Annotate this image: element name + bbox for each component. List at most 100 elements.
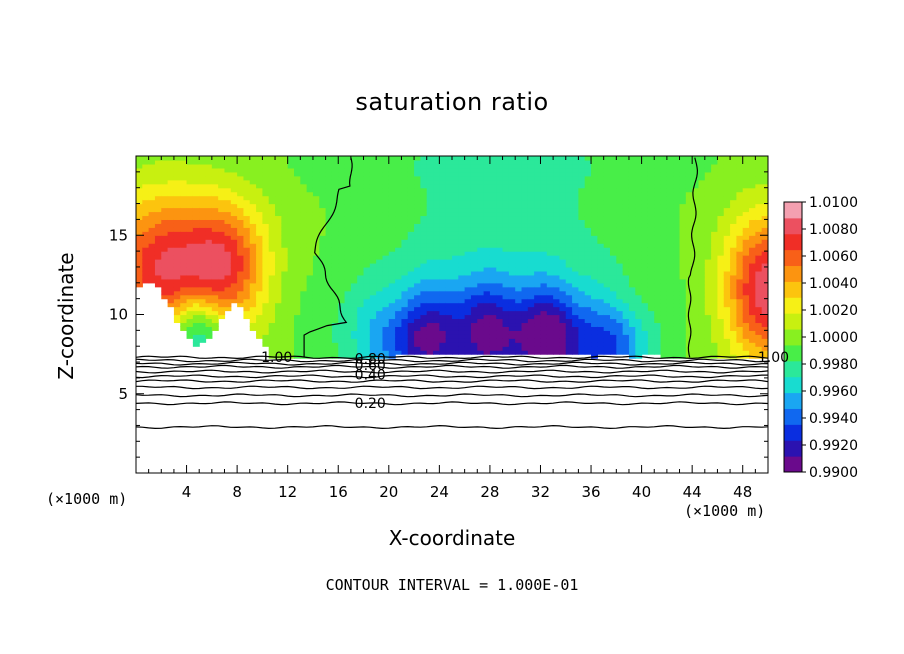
field-cell [622,350,630,355]
field-cell [192,159,200,165]
contour-line [136,385,768,390]
field-cell [136,282,143,288]
field-cell [275,334,282,339]
field-cell [287,346,295,351]
field-cell [275,207,282,213]
field-cell [211,175,219,181]
field-cell [742,274,750,280]
field-cell [540,318,548,324]
field-cell [654,326,662,331]
field-cell [376,346,384,351]
field-cell [477,231,485,236]
field-cell [711,175,719,181]
field-cell [243,282,251,288]
field-cell [331,306,339,312]
field-cell [445,175,453,181]
field-cell [338,219,346,224]
field-cell [180,302,188,308]
field-cell [496,156,504,161]
field-cell [401,243,409,248]
field-cell [527,298,535,304]
field-cell [711,342,719,347]
field-cell [470,187,478,193]
field-cell [281,223,289,228]
field-cell [730,207,737,213]
field-cell [173,223,181,228]
field-cell [496,191,504,197]
field-cell [616,179,624,185]
field-cell [458,167,466,173]
field-cell [730,330,737,335]
field-cell [218,171,226,177]
field-cell [382,294,390,300]
field-cell [350,171,358,177]
field-cell [382,314,390,320]
field-cell [717,322,725,327]
field-cell [433,274,440,280]
field-cell [218,314,226,320]
field-cell [230,187,238,193]
field-cell [527,302,535,308]
field-cell [717,179,725,185]
field-cell [565,156,573,161]
field-cell [584,191,592,197]
field-cell [458,290,466,296]
field-cell [180,227,188,232]
field-cell [521,159,529,165]
field-cell [350,211,358,217]
field-cell [369,156,377,161]
field-cell [363,203,371,209]
field-cell [534,326,542,331]
field-cell [401,195,409,201]
field-cell [641,350,649,355]
field-cell [376,219,384,224]
field-cell [508,199,516,205]
field-cell [761,274,768,280]
field-cell [534,191,542,197]
field-cell [350,251,358,256]
field-cell [692,183,700,189]
field-cell [243,211,251,217]
field-cell [742,350,750,355]
field-cell [439,223,447,228]
field-cell [148,203,156,209]
field-cell [622,227,630,232]
field-cell [287,286,295,292]
field-cell [186,175,194,181]
field-cell [344,310,352,316]
field-cell [319,167,327,173]
field-cell [698,251,706,256]
field-cell [591,294,598,300]
field-cell [452,350,459,355]
field-cell [673,243,681,248]
field-cell [534,278,542,284]
field-cell [534,302,542,308]
field-cell [192,247,200,252]
field-cell [660,167,668,173]
field-cell [338,262,346,268]
field-cell [376,183,384,189]
field-cell [616,266,624,272]
field-cell [673,235,681,240]
field-cell [685,239,693,244]
field-cell [628,167,636,173]
field-cell [736,346,744,351]
field-cell [249,294,257,300]
field-cell [281,286,289,292]
field-cell [559,326,567,331]
field-cell [755,294,763,300]
field-cell [496,247,504,252]
field-cell [711,187,719,193]
field-cell [647,338,655,343]
field-cell [205,334,213,339]
field-cell [717,211,725,217]
field-cell [167,203,175,209]
field-cell [572,231,579,236]
field-cell [565,262,573,268]
field-cell [502,215,510,220]
field-cell [331,270,339,276]
field-cell [489,243,497,248]
field-cell [433,282,440,288]
field-cell [692,350,700,355]
field-cell [685,187,693,193]
